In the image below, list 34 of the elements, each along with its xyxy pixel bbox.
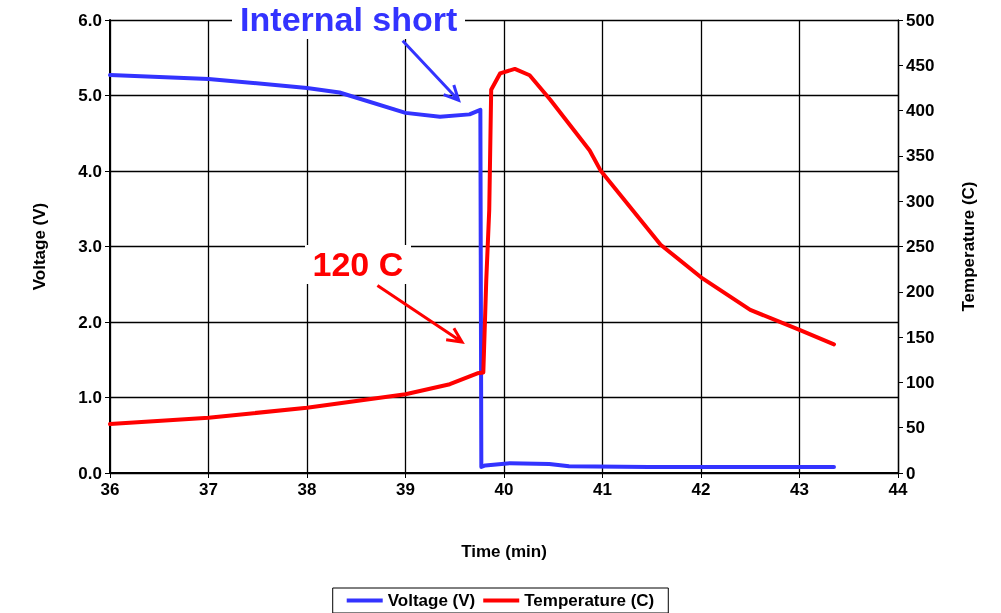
y2-tick-label: 300: [906, 191, 935, 211]
x-tick-label: 36: [100, 480, 120, 499]
x-tick-label: 40: [494, 480, 514, 499]
y-tick-label: 0.0: [78, 463, 102, 483]
y2-axis-title: Temperature (C): [959, 181, 978, 312]
y2-tick-label: 400: [906, 101, 935, 121]
y2-tick-label: 500: [906, 10, 935, 30]
y-tick-label: 4.0: [78, 161, 102, 181]
y2-tick-label: 150: [906, 327, 935, 347]
annotation: 120 C: [304, 244, 412, 284]
y-axis-title: Voltage (V): [30, 202, 49, 291]
x-tick-label: 39: [396, 480, 415, 499]
y-tick-label: 1.0: [78, 388, 102, 407]
annotation: Internal short: [232, 0, 466, 39]
y-tick-label: 5.0: [78, 86, 102, 105]
x-tick-label: 44: [888, 480, 908, 499]
y2-tick-label: 450: [906, 55, 935, 75]
x-tick-label: 43: [790, 480, 809, 499]
legend-label: Voltage (V): [387, 591, 476, 610]
x-tick-label: 42: [691, 480, 711, 499]
x-tick-label: 38: [297, 480, 317, 499]
y2-tick-label: 0: [906, 463, 916, 483]
x-tick-label: 37: [199, 480, 218, 499]
legend-label: Temperature (C): [524, 591, 655, 610]
y-tick-label: 3.0: [78, 237, 102, 256]
y2-tick-label: 350: [906, 146, 935, 166]
y-tick-label: 6.0: [78, 10, 102, 30]
y2-tick-label: 250: [906, 237, 935, 256]
x-tick-label: 41: [593, 480, 612, 499]
x-axis-title: Time (min): [461, 542, 547, 561]
y2-tick-label: 50: [906, 418, 925, 438]
y-tick-label: 2.0: [78, 312, 102, 332]
y2-tick-label: 100: [906, 372, 935, 392]
y2-tick-label: 200: [906, 282, 935, 302]
